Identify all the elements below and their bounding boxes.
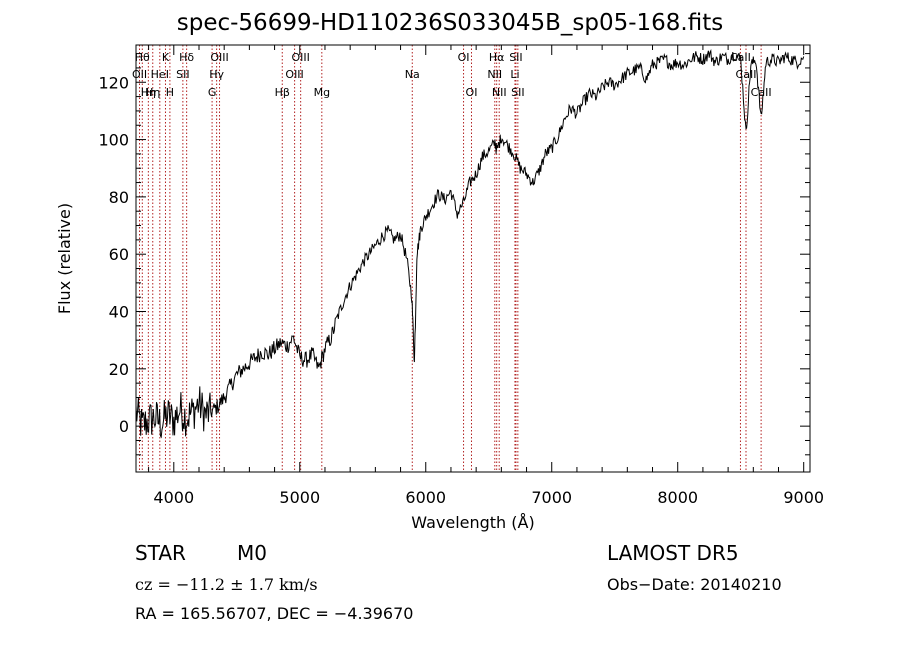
y-tick-label: 120 [98,73,129,92]
y-tick-label: 60 [109,245,129,264]
line-marker-label: G [208,86,217,99]
line-marker-label: NII [487,68,502,81]
line-marker-label: SII [509,51,522,64]
line-marker-label: Hβ [275,86,290,99]
line-marker-label: OII [132,68,147,81]
line-marker-label: SII [176,68,189,81]
object-class-label: STAR [135,541,186,565]
subclass-label: M0 [237,541,267,565]
line-marker-label: Hθ [135,51,150,64]
y-tick-label: 40 [109,303,129,322]
line-marker-label: OI [458,51,470,64]
line-marker-label: Mg [314,86,330,99]
x-tick-label: 8000 [657,488,698,507]
line-marker-label: H [166,86,174,99]
line-marker-label: Hδ [179,51,194,64]
line-marker-label: OIII [210,51,228,64]
line-marker-label: Hη [145,86,160,99]
line-marker-label: OI [466,86,478,99]
chart-title: spec-56699-HD110236S033045B_sp05-168.fit… [176,10,724,36]
y-tick-label: 100 [98,131,129,150]
x-axis-title: Wavelength (Å) [411,513,534,532]
velocity-label: cz = −11.2 ± 1.7 km/s [135,575,318,594]
line-marker-label: Na [405,68,420,81]
x-tick-label: 5000 [279,488,320,507]
line-marker-label: Li [510,68,519,81]
x-tick-label: 9000 [783,488,824,507]
line-marker-label: HeI [151,68,169,81]
y-tick-label: 20 [109,360,129,379]
line-marker-label: Hη [141,86,156,99]
survey-label: LAMOST DR5 [607,541,739,565]
y-axis-title: Flux (relative) [55,203,74,314]
line-marker-label: CaII [736,68,757,81]
line-marker-label: CaII [751,86,772,99]
line-marker-label: OIII [291,51,309,64]
plot-frame [135,44,811,473]
line-marker-label: Hγ [209,68,224,81]
line-marker-label: SII [511,86,524,99]
x-tick-label: 4000 [153,488,194,507]
line-marker-label: NII [492,86,507,99]
line-marker-label: CaII [730,51,751,64]
obs-date-label: Obs−Date: 20140210 [607,575,782,594]
y-tick-label: 0 [119,417,129,436]
spectrum-line [135,49,805,439]
x-tick-label: 7000 [531,488,572,507]
y-tick-label: 80 [109,188,129,207]
line-marker-label: Hα [489,51,505,64]
coordinates-label: RA = 165.56707, DEC = −4.39670 [135,604,414,623]
line-marker-label: K [162,51,170,64]
x-tick-label: 6000 [405,488,446,507]
line-marker-label: OIII [285,68,303,81]
